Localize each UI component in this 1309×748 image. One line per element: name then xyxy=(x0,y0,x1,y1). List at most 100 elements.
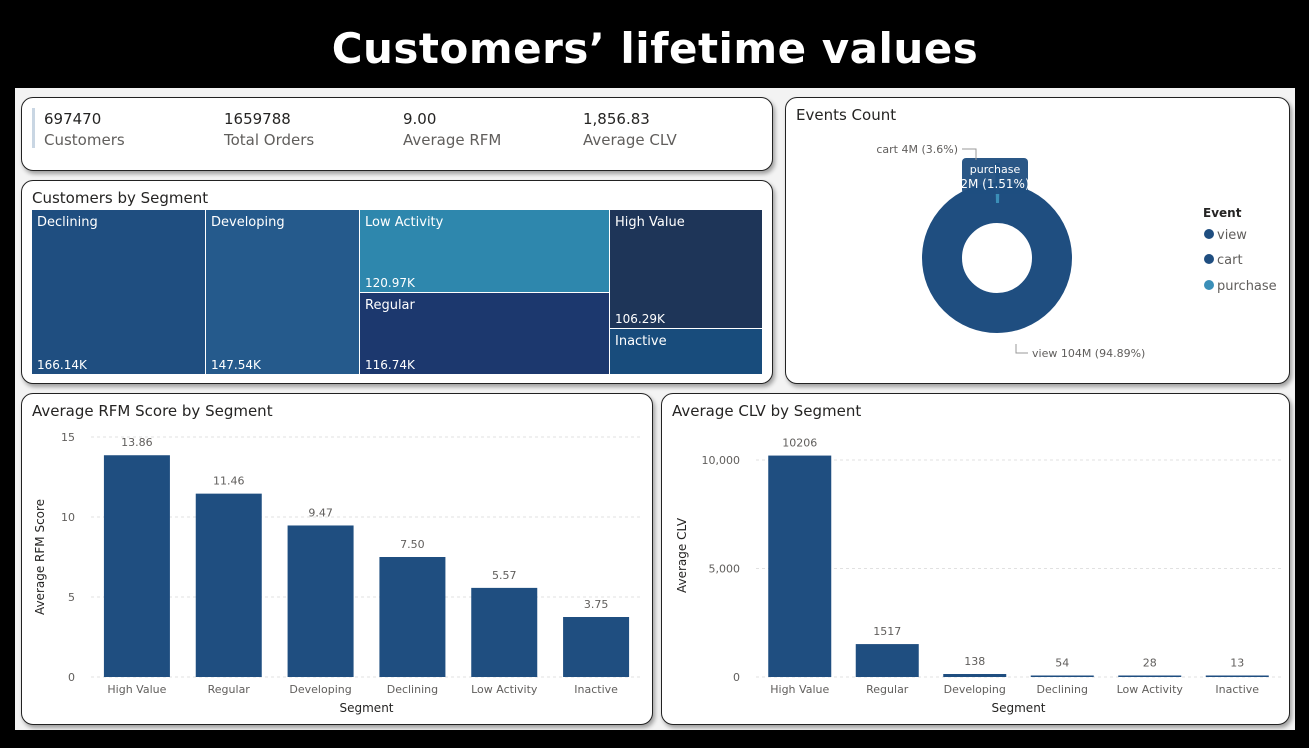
bar-value-label: 7.50 xyxy=(400,538,425,551)
bar-value-label: 138 xyxy=(964,655,985,668)
title-banner: Customers’ lifetime values xyxy=(15,8,1295,88)
bar[interactable] xyxy=(379,557,446,677)
bar[interactable] xyxy=(471,587,538,677)
treemap-title: Customers by Segment xyxy=(32,189,209,207)
bar[interactable] xyxy=(103,455,170,677)
tile-label: Regular xyxy=(365,298,415,313)
tile-label: Low Activity xyxy=(365,215,444,230)
cart-data-label: cart 4M (3.6%) xyxy=(876,143,958,156)
legend-label-cart: cart xyxy=(1217,253,1243,268)
kpi-customers: 697470 Customers xyxy=(44,110,125,149)
y-tick-label: 10,000 xyxy=(702,454,741,467)
y-axis-title: Average CLV xyxy=(675,517,689,593)
legend-label-purchase: purchase xyxy=(1217,279,1277,294)
bar-value-label: 5.57 xyxy=(492,569,517,582)
donut-slice-view[interactable] xyxy=(922,183,1072,333)
clv-bar-chart: 0 5,000 10,000 10206 High Value 1517 Regular 13… xyxy=(675,437,1281,715)
rfm-chart-card[interactable]: Average RFM Score by Segment 0 5 10 15 13.86… xyxy=(21,393,653,725)
x-tick-label: High Value xyxy=(770,683,829,696)
bar-value-label: 54 xyxy=(1055,657,1069,670)
clv-chart-card[interactable]: Average CLV by Segment 0 5,000 10,000 10206… xyxy=(661,393,1290,725)
purchase-label-line1: purchase xyxy=(970,163,1021,176)
tile-value: 120.97K xyxy=(365,276,415,290)
x-tick-label: Developing xyxy=(944,683,1006,696)
kpi-total-orders: 1659788 Total Orders xyxy=(224,110,314,149)
x-tick-label: Low Activity xyxy=(471,683,538,696)
bar-value-label: 9.47 xyxy=(308,506,333,519)
events-count-card[interactable]: Events Count purchase 2M (1.51%) cart 4M… xyxy=(785,97,1290,384)
y-tick-label: 5 xyxy=(68,591,75,604)
legend-marker-purchase xyxy=(1204,280,1214,290)
tile-value: 147.54K xyxy=(211,358,261,372)
x-tick-label: Regular xyxy=(866,683,909,696)
y-tick-label: 0 xyxy=(733,671,740,684)
x-tick-label: Inactive xyxy=(1215,683,1259,696)
bar-value-label: 3.75 xyxy=(584,598,609,611)
tile-label: High Value xyxy=(615,215,685,230)
tile-value: 166.14K xyxy=(37,358,87,372)
bar[interactable] xyxy=(563,617,630,677)
kpi-value: 1,856.83 xyxy=(583,110,650,128)
bar[interactable] xyxy=(855,644,919,677)
page-title: Customers’ lifetime values xyxy=(331,23,979,73)
kpi-label: Customers xyxy=(44,131,125,149)
kpi-average-rfm: 9.00 Average RFM xyxy=(403,110,501,149)
bar-value-label: 13.86 xyxy=(121,436,153,449)
tile-low-activity[interactable]: Low Activity 120.97K xyxy=(360,210,610,293)
bar-value-label: 28 xyxy=(1143,657,1157,670)
x-tick-label: Developing xyxy=(289,683,351,696)
tile-value: 116.74K xyxy=(365,358,415,372)
x-tick-label: Inactive xyxy=(574,683,618,696)
legend-marker-view xyxy=(1204,229,1214,239)
bar-value-label: 1517 xyxy=(873,625,901,638)
y-tick-label: 0 xyxy=(68,671,75,684)
bar[interactable] xyxy=(1118,675,1182,678)
purchase-label-line2: 2M (1.51%) xyxy=(960,177,1029,191)
y-tick-label: 5,000 xyxy=(709,563,741,576)
view-data-label: view 104M (94.89%) xyxy=(1032,347,1145,360)
tile-label: Declining xyxy=(37,215,98,230)
x-tick-label: Low Activity xyxy=(1117,683,1184,696)
y-tick-label: 10 xyxy=(61,511,75,524)
bar[interactable] xyxy=(287,525,354,677)
tile-developing[interactable]: Developing 147.54K xyxy=(206,210,360,374)
x-axis-title: Segment xyxy=(340,701,394,715)
legend-title: Event xyxy=(1203,206,1242,220)
legend-item-purchase[interactable]: purchase xyxy=(1204,279,1277,294)
legend-item-cart[interactable]: cart xyxy=(1204,253,1243,268)
kpi-label: Average RFM xyxy=(403,131,502,149)
bar[interactable] xyxy=(1205,675,1269,678)
tile-high-value[interactable]: High Value 106.29K xyxy=(610,210,762,329)
x-tick-label: Declining xyxy=(387,683,438,696)
view-leader-line xyxy=(1015,344,1028,354)
bar[interactable] xyxy=(195,493,262,677)
kpi-value: 1659788 xyxy=(224,110,291,128)
x-tick-label: High Value xyxy=(107,683,166,696)
x-tick-label: Declining xyxy=(1037,683,1088,696)
tile-regular[interactable]: Regular 116.74K xyxy=(360,293,610,374)
cart-leader-line xyxy=(962,148,977,160)
purchase-tooltip-bg xyxy=(962,158,1028,194)
bar[interactable] xyxy=(768,455,832,677)
x-tick-label: Regular xyxy=(208,683,251,696)
y-tick-label: 15 xyxy=(61,431,75,444)
tile-inactive[interactable]: Inactive xyxy=(610,329,762,374)
tile-label: Developing xyxy=(211,215,285,230)
kpi-accent-bar xyxy=(32,108,35,148)
kpi-value: 9.00 xyxy=(403,110,437,128)
donut-title: Events Count xyxy=(796,106,897,124)
tile-label: Inactive xyxy=(615,334,667,349)
dashboard-canvas: Customers’ lifetime values 697470 Custom… xyxy=(15,8,1295,730)
bar[interactable] xyxy=(1030,675,1094,678)
legend-item-view[interactable]: view xyxy=(1204,228,1247,243)
bar-value-label: 13 xyxy=(1230,657,1244,670)
kpi-average-clv: 1,856.83 Average CLV xyxy=(583,110,677,149)
bar[interactable] xyxy=(943,674,1007,677)
tile-value: 106.29K xyxy=(615,312,665,326)
legend-label-view: view xyxy=(1217,228,1247,243)
tile-declining[interactable]: Declining 166.14K xyxy=(32,210,206,374)
clv-chart-title: Average CLV by Segment xyxy=(672,402,862,420)
bar-value-label: 11.46 xyxy=(213,475,245,488)
kpi-card[interactable]: 697470 Customers 1659788 Total Orders 9.… xyxy=(21,97,773,171)
segments-treemap-card[interactable]: Customers by Segment Declining 166.14K D… xyxy=(21,180,773,384)
